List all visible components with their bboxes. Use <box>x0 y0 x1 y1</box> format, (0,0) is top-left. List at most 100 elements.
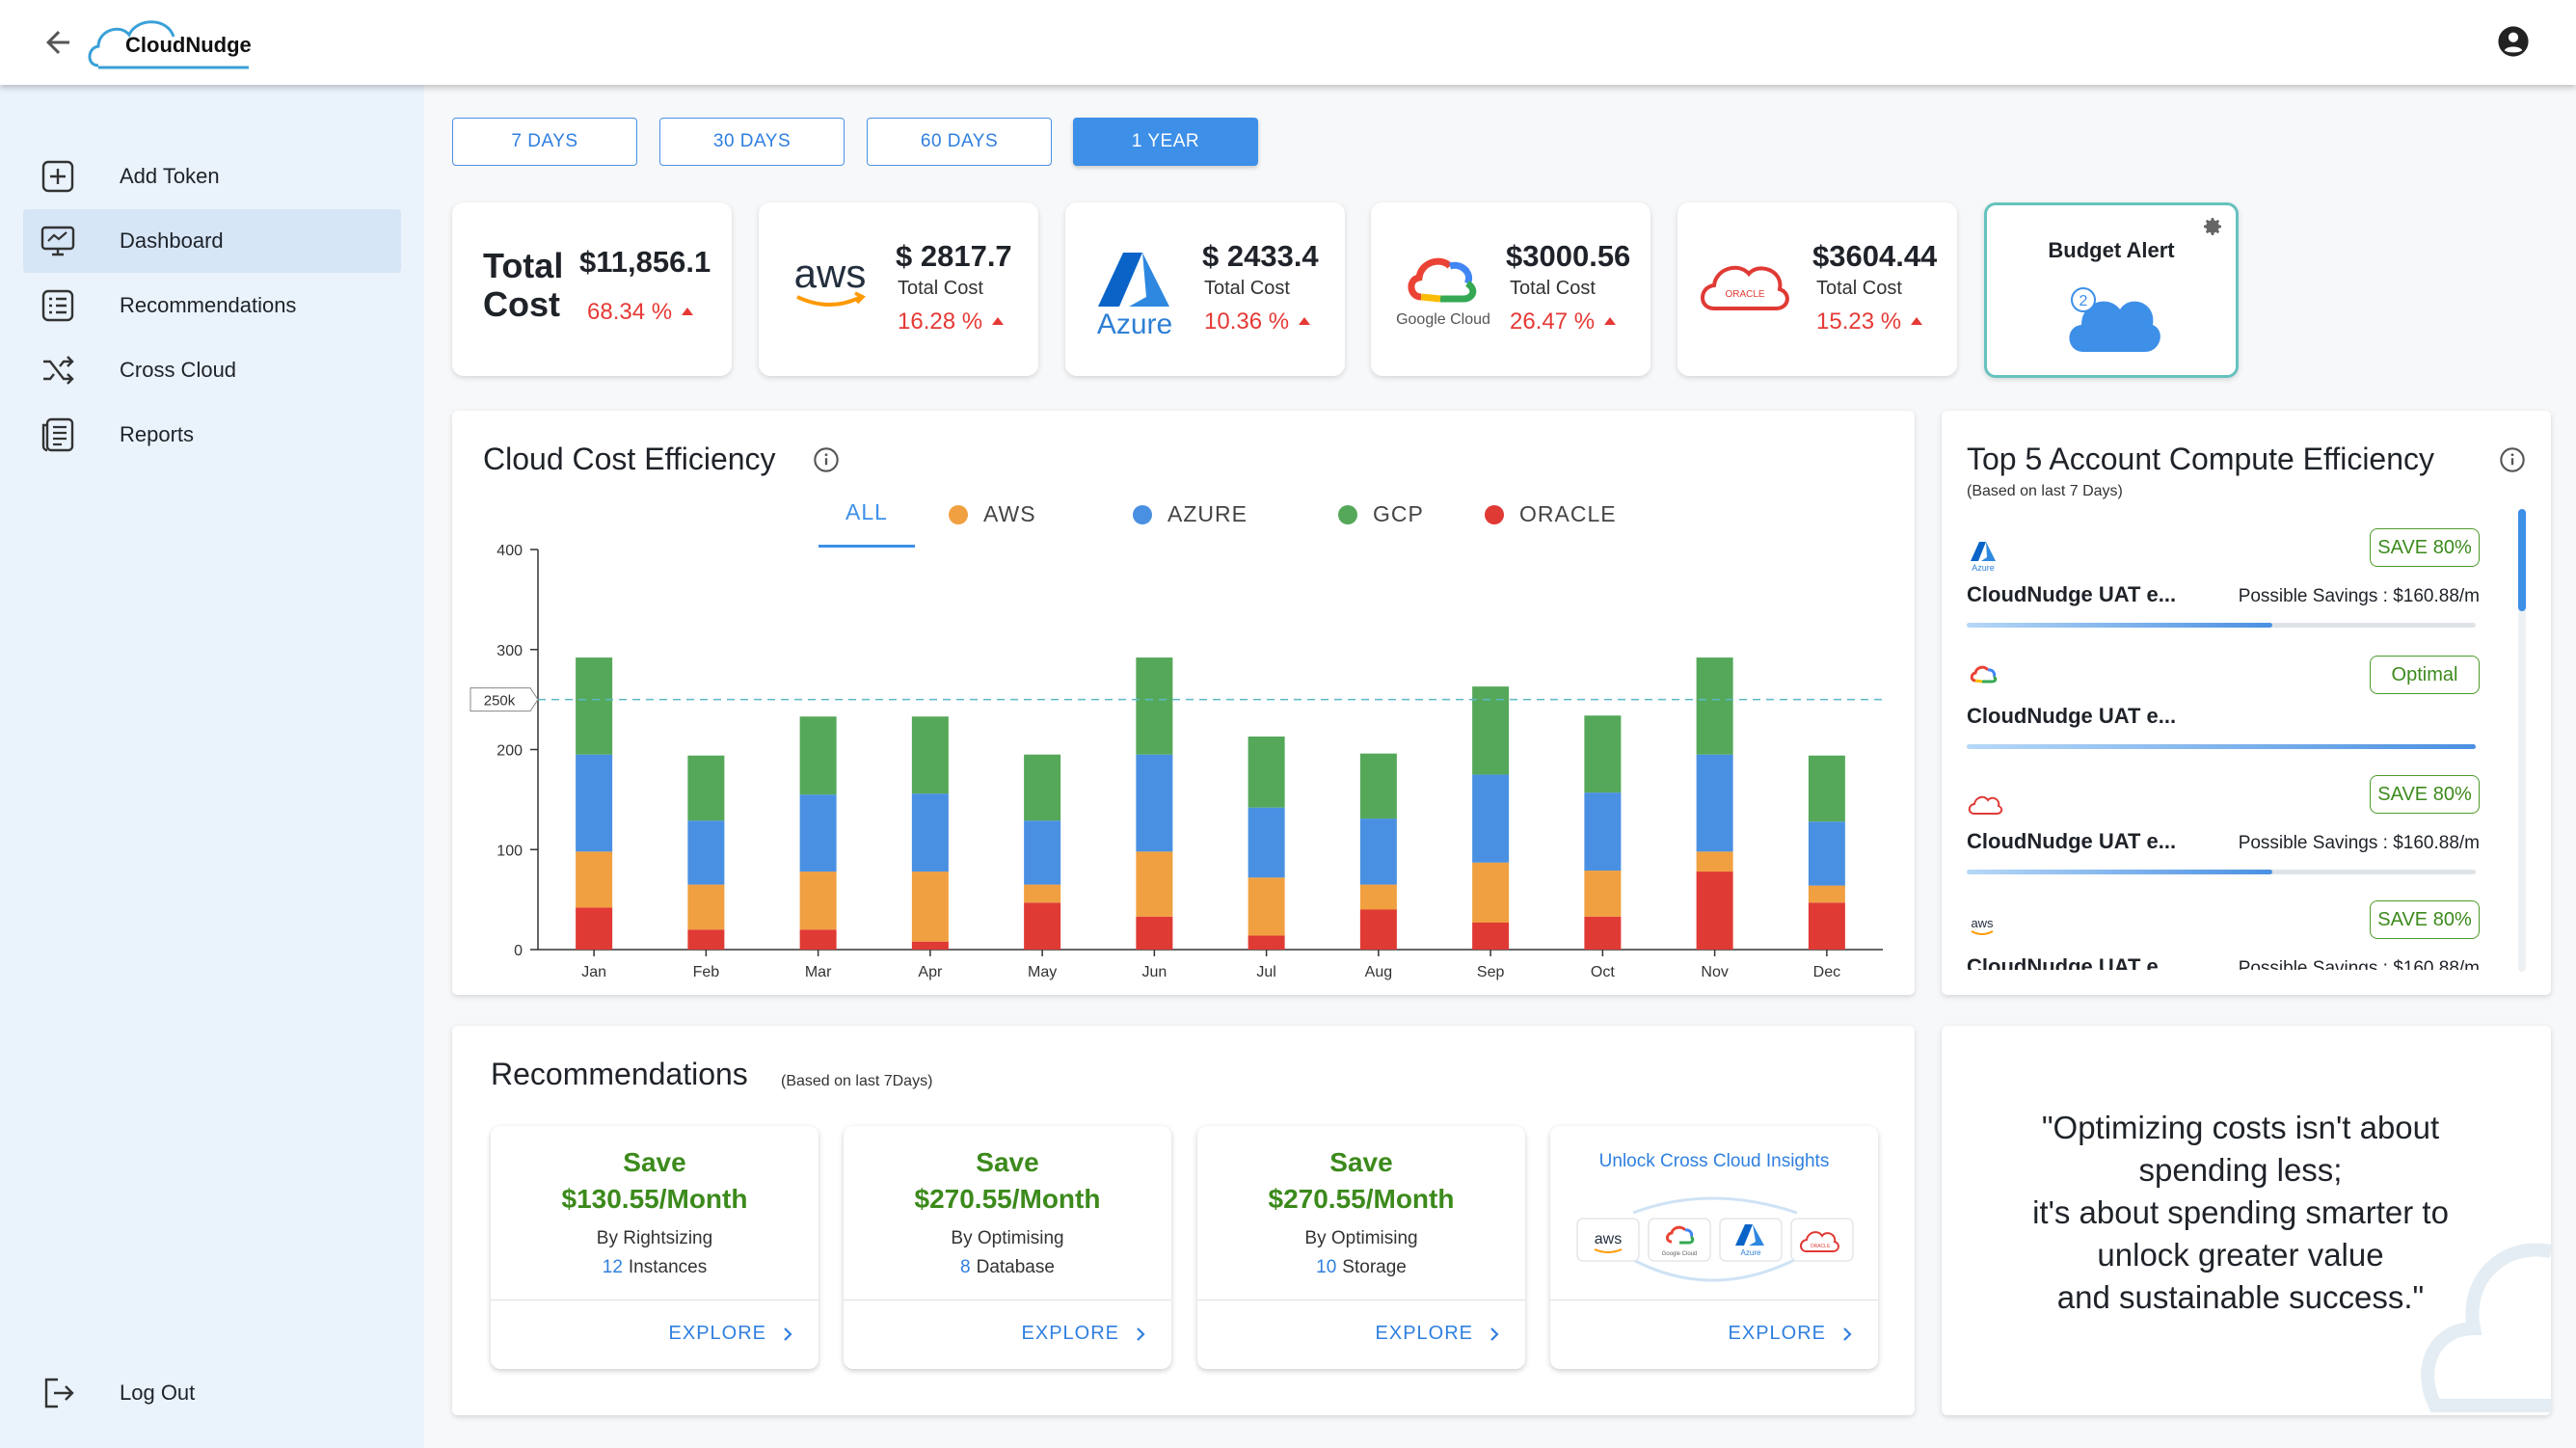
list-item[interactable]: SAVE 80% CloudNudge UAT e... Possible Sa… <box>1942 775 2510 893</box>
report-icon <box>41 417 74 452</box>
rightsizing-recommendation-card[interactable]: Save $130.55/Month By Rightsizing 12 Inst… <box>491 1126 818 1369</box>
recommendations-title: Recommendations <box>491 1057 748 1091</box>
sidebar-item-label: Add Token <box>120 164 220 188</box>
sidebar-item-dashboard[interactable]: Dashboard <box>23 209 401 273</box>
sidebar <box>0 85 424 1448</box>
sidebar-item-label: Recommendations <box>120 293 297 317</box>
bar-segment-oracle <box>1136 916 1173 950</box>
aws-cost-label: Total Cost <box>898 278 983 299</box>
gcp-cost-label: Total Cost <box>1510 278 1596 299</box>
sidebar-item-reports[interactable]: Reports <box>23 403 401 467</box>
resource-count: 12 Instances <box>602 1257 708 1277</box>
monitor-icon <box>40 226 75 256</box>
account-name: CloudNudge UAT e... <box>1967 954 2177 970</box>
azure-cost-label: Total Cost <box>1204 278 1290 299</box>
divider <box>844 1300 1171 1301</box>
explore-button[interactable]: EXPLORE <box>1022 1323 1146 1345</box>
bar-segment-aws <box>911 871 949 942</box>
bar-segment-azure <box>576 754 613 852</box>
back-arrow-icon[interactable] <box>40 25 75 60</box>
save-label: Save <box>1329 1147 1393 1177</box>
scrollbar-thumb[interactable] <box>2518 509 2526 611</box>
oracle-cost-label: Total Cost <box>1816 278 1902 299</box>
list-item[interactable]: Optimal CloudNudge UAT e... <box>1942 650 2510 767</box>
sidebar-item-cross-cloud[interactable]: Cross Cloud <box>23 338 401 402</box>
gcp-cost-amount: $3000.56 <box>1506 239 1631 273</box>
sidebar-item-logout[interactable]: Log Out <box>23 1361 401 1425</box>
resource-count: 8 Database <box>960 1257 1055 1277</box>
account-name: CloudNudge UAT e... <box>1967 829 2177 853</box>
range-7-days-button[interactable]: 7 DAYS <box>452 118 637 166</box>
tab-all[interactable]: ALL <box>845 499 888 524</box>
aws-cost-amount: $ 2817.7 <box>896 239 1012 273</box>
bar-segment-azure <box>1024 820 1061 885</box>
bar-segment-azure <box>1696 754 1733 852</box>
tab-all-indicator <box>818 545 915 548</box>
budget-alert-count: 2 <box>2080 293 2088 309</box>
bar-segment-aws <box>799 871 837 930</box>
trend-up-icon <box>1299 317 1311 325</box>
save-amount: $130.55/Month <box>561 1184 748 1214</box>
explore-button[interactable]: EXPLORE <box>669 1323 793 1345</box>
sidebar-item-add-token[interactable]: Add Token <box>23 145 401 208</box>
bar-segment-azure <box>1136 754 1173 852</box>
list-item[interactable]: Azure SAVE 80% CloudNudge UAT e... Possi… <box>1942 528 2510 646</box>
y-tick-label: 200 <box>496 743 523 760</box>
gcp-cost-change: 26.47 % <box>1510 308 1617 335</box>
bar-segment-oracle <box>1584 916 1622 950</box>
range-60-days-button[interactable]: 60 DAYS <box>867 118 1052 166</box>
budget-alert-card[interactable]: Budget Alert 2 <box>1984 202 2239 378</box>
efficiency-progress <box>1967 870 2476 874</box>
oracle-logo-icon: ORACLE <box>1800 1231 1839 1252</box>
tab-gcp[interactable]: GCP <box>1338 501 1424 527</box>
cloud-cost-efficiency-title: Cloud Cost Efficiency <box>483 442 776 476</box>
explore-button[interactable]: EXPLORE <box>1729 1323 1853 1345</box>
gcp-logo-icon <box>1970 665 1998 684</box>
quote-panel <box>1942 1026 2551 1415</box>
scrollbar-track[interactable] <box>2518 509 2526 972</box>
bar-segment-oracle <box>1024 902 1061 950</box>
storage-recommendation-card[interactable]: Save $270.55/Month By Optimising 10 Stora… <box>1197 1126 1525 1369</box>
x-tick-label: Sep <box>1477 964 1505 980</box>
tab-aws[interactable]: AWS <box>949 501 1036 527</box>
possible-savings: Possible Savings : $160.88/m <box>2238 958 2480 970</box>
bar-segment-aws <box>1584 871 1622 917</box>
database-recommendation-card[interactable]: Save $270.55/Month By Optimising 8 Databa… <box>844 1126 1171 1369</box>
total-cost-card: Total Cost $11,856.1 68.34 % <box>452 202 732 376</box>
gear-icon[interactable] <box>2201 215 2224 238</box>
cross-cloud-insights-card[interactable]: Unlock Cross Cloud Insights aws Google C… <box>1550 1126 1878 1369</box>
bar-segment-gcp <box>1808 755 1845 822</box>
azure-cost-change: 10.36 % <box>1204 308 1311 335</box>
sidebar-item-recommendations[interactable]: Recommendations <box>23 274 401 337</box>
aws-logo-icon: aws <box>1595 1231 1622 1247</box>
tab-azure[interactable]: AZURE <box>1133 501 1248 527</box>
y-tick-label: 300 <box>496 643 523 659</box>
bar-segment-gcp <box>1584 715 1622 793</box>
x-tick-label: Jul <box>1256 964 1275 980</box>
info-icon[interactable] <box>813 446 840 473</box>
save-badge: SAVE 80% <box>2370 900 2480 939</box>
save-label: Save <box>976 1147 1039 1177</box>
top-accounts-list: Azure SAVE 80% CloudNudge UAT e... Possi… <box>1942 528 2510 970</box>
top-bar: CloudNudge <box>0 0 2576 85</box>
cloudnudge-logo-icon[interactable] <box>85 10 258 75</box>
svg-text:Google Cloud: Google Cloud <box>1396 311 1490 328</box>
recommendations-subtitle: (Based on last 7Days) <box>781 1073 933 1089</box>
range-30-days-button[interactable]: 30 DAYS <box>659 118 845 166</box>
account-circle-icon[interactable] <box>2497 25 2530 58</box>
range-1-year-button[interactable]: 1 YEAR <box>1073 118 1258 166</box>
bar-segment-gcp <box>1136 657 1173 755</box>
quote-text: "Optimizing costs isn't about spending l… <box>2032 1110 2449 1315</box>
list-item[interactable]: aws SAVE 80% CloudNudge UAT e... Possibl… <box>1942 900 2510 970</box>
azure-logo-icon: Azure <box>1971 542 1996 573</box>
bar-segment-gcp <box>799 716 837 795</box>
explore-button[interactable]: EXPLORE <box>1376 1323 1500 1345</box>
trend-up-icon <box>992 317 1005 325</box>
tab-oracle[interactable]: ORACLE <box>1485 501 1617 527</box>
bar-segment-oracle <box>1359 909 1397 950</box>
bar-segment-aws <box>576 851 613 908</box>
app-name: CloudNudge <box>125 33 252 57</box>
bar-segment-aws <box>1808 885 1845 903</box>
info-icon[interactable] <box>2499 446 2526 473</box>
sidebar-item-label: Reports <box>120 422 195 446</box>
